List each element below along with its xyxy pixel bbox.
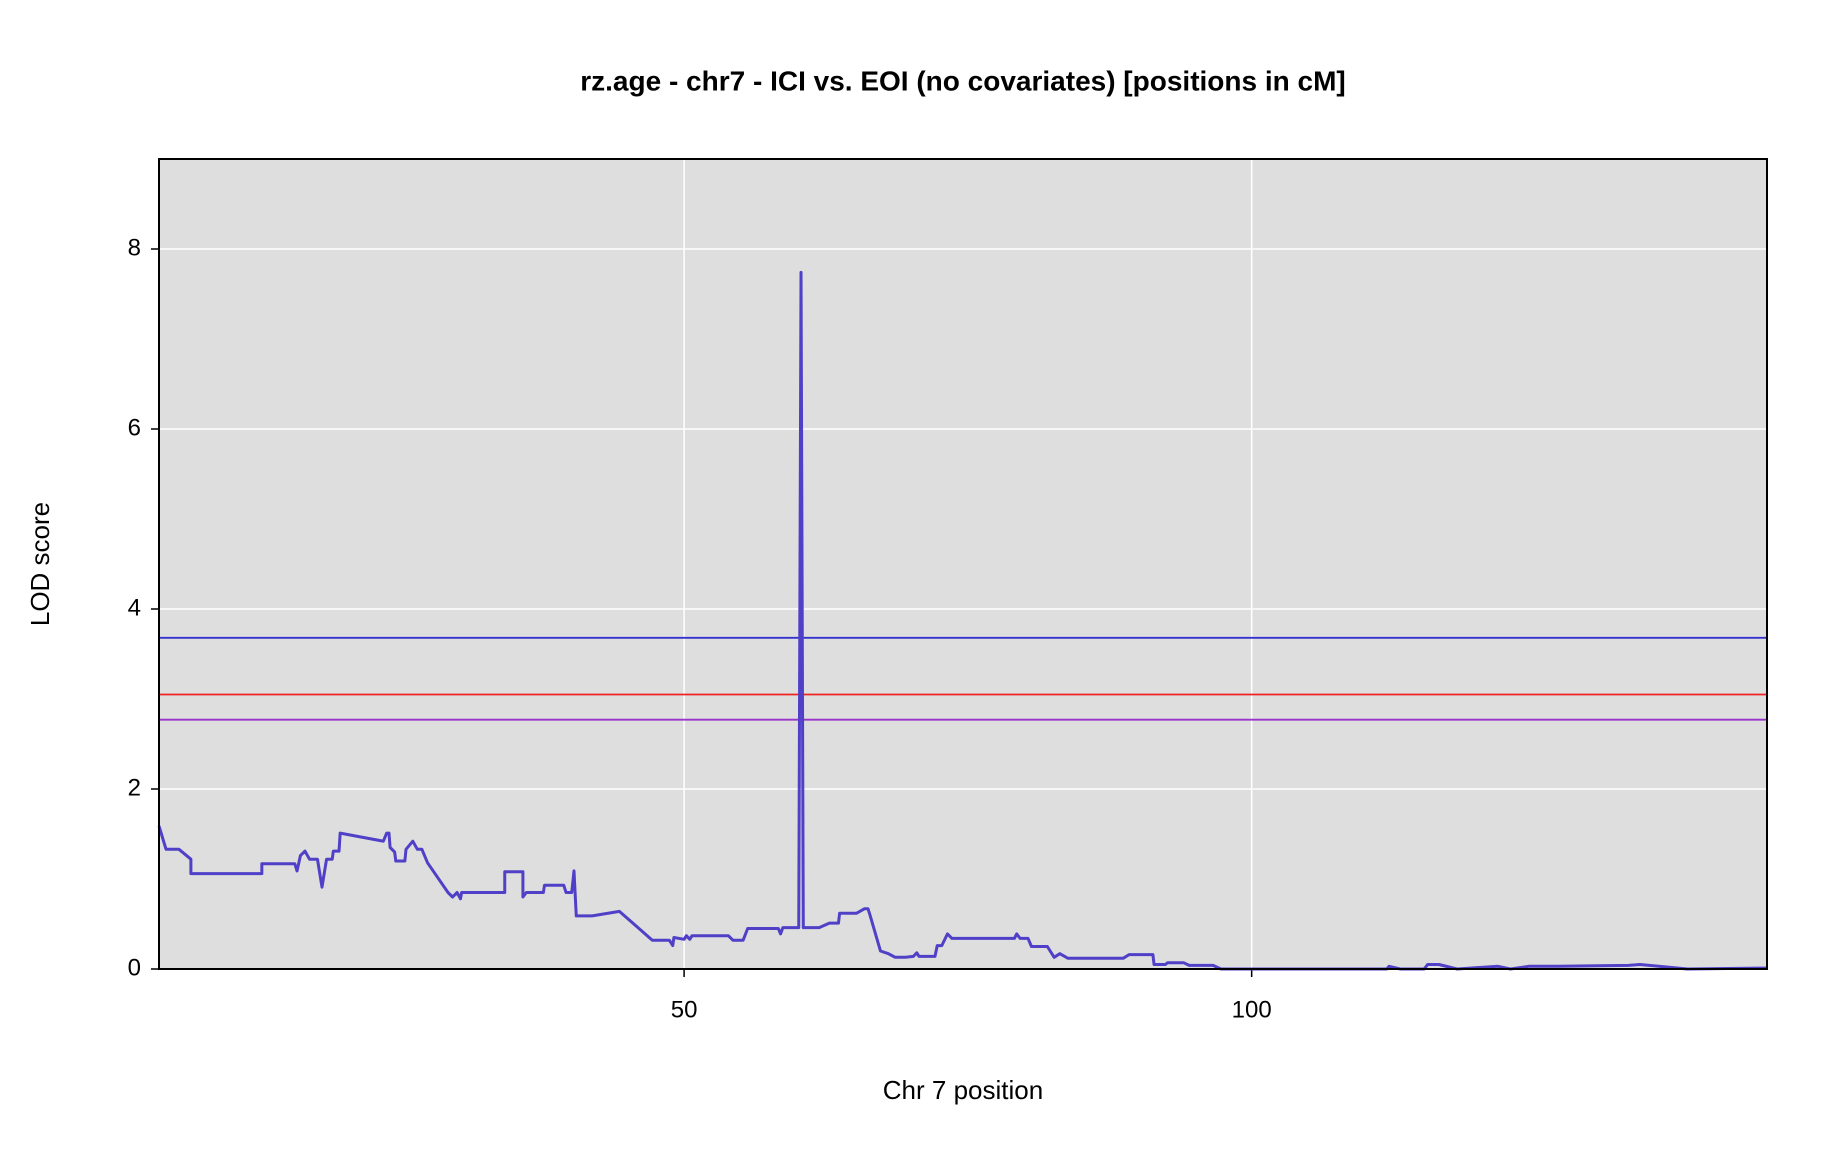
- plot-border: [158, 158, 1768, 970]
- x-axis-label: Chr 7 position: [883, 1075, 1043, 1105]
- x-tick-label: 100: [1232, 996, 1272, 1023]
- x-tick-label: 50: [671, 996, 698, 1023]
- lod-line: [157, 270, 1767, 971]
- y-axis-label: LOD score: [25, 502, 55, 626]
- y-tick-label: 0: [128, 954, 141, 981]
- y-tick-label: 2: [128, 774, 141, 801]
- y-tick-label: 6: [128, 414, 141, 441]
- y-tick-label: 4: [128, 594, 141, 621]
- plot-background: [159, 159, 1767, 969]
- y-tick-label: 8: [128, 234, 141, 261]
- chart-title: rz.age - chr7 - ICI vs. EOI (no covariat…: [580, 65, 1346, 96]
